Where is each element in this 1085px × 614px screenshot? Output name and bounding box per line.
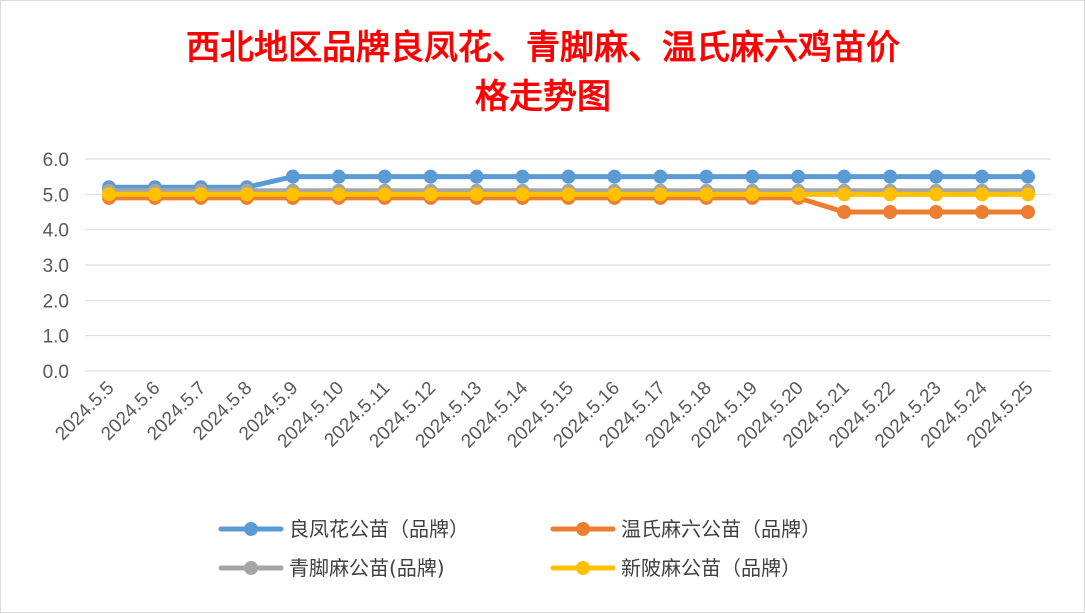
data-point — [929, 205, 944, 219]
data-point — [837, 187, 852, 202]
data-point — [285, 187, 300, 202]
data-point — [561, 169, 576, 184]
data-point — [607, 169, 622, 184]
data-point — [699, 169, 714, 184]
legend-swatch-marker — [244, 561, 258, 575]
data-point — [102, 187, 116, 202]
data-point — [745, 187, 760, 202]
data-point — [147, 187, 162, 202]
data-point — [469, 169, 484, 184]
legend-swatch-marker — [244, 522, 258, 536]
data-point — [975, 187, 990, 202]
data-point — [791, 169, 806, 184]
data-point — [653, 187, 668, 202]
y-tick-label: 4.0 — [43, 221, 69, 242]
legend-label: 温氏麻六公苗（品牌） — [621, 517, 821, 541]
chart-title-line-2: 格走势图 — [475, 77, 611, 117]
data-point — [975, 205, 990, 219]
data-point — [331, 187, 346, 202]
legend-label: 青脚麻公苗(品牌) — [289, 556, 445, 580]
data-point — [607, 187, 622, 202]
chart-title-line-1: 西北地区品牌良凤花、青脚麻、温氏麻六鸡苗价 — [186, 28, 900, 68]
data-point — [745, 169, 760, 184]
x-axis-ticks: 2024.5.52024.5.62024.5.72024.5.82024.5.9… — [51, 377, 1037, 452]
y-tick-label: 6.0 — [43, 150, 69, 171]
data-point — [469, 187, 484, 202]
series-lines — [102, 169, 1035, 219]
legend-label: 良凤花公苗（品牌） — [289, 517, 469, 541]
data-point — [929, 187, 944, 202]
legend-label: 新陂麻公苗（品牌） — [621, 556, 801, 580]
data-point — [423, 169, 438, 184]
y-axis-ticks: 0.0 1.0 2.0 3.0 4.0 5.0 6.0 — [43, 150, 69, 383]
data-point — [791, 187, 806, 202]
data-point — [837, 205, 852, 219]
legend-item: 温氏麻六公苗（品牌） — [550, 517, 821, 541]
y-tick-label: 0.0 — [43, 362, 69, 383]
data-point — [883, 187, 898, 202]
data-point — [837, 169, 852, 184]
series-group — [102, 187, 1035, 202]
y-tick-label: 3.0 — [43, 256, 69, 277]
legend-swatch-marker — [576, 522, 590, 536]
data-point — [423, 187, 438, 202]
data-point — [883, 205, 898, 219]
data-point — [1021, 205, 1035, 219]
data-point — [975, 169, 990, 184]
legend: 良凤花公苗（品牌） 温氏麻六公苗（品牌） 青脚麻公苗(品牌) 新陂麻公苗（品牌） — [218, 517, 821, 580]
legend-item: 新陂麻公苗（品牌） — [550, 556, 801, 580]
data-point — [1021, 187, 1035, 202]
data-point — [331, 169, 346, 184]
data-point — [929, 169, 944, 184]
y-tick-label: 1.0 — [43, 327, 69, 348]
data-point — [883, 169, 898, 184]
legend-item: 青脚麻公苗(品牌) — [218, 556, 445, 580]
data-point — [515, 169, 530, 184]
data-point — [699, 187, 714, 202]
y-tick-label: 2.0 — [43, 291, 69, 312]
data-point — [193, 187, 208, 202]
data-point — [239, 187, 254, 202]
data-point — [377, 169, 392, 184]
legend-item: 良凤花公苗（品牌） — [218, 517, 469, 541]
legend-swatch-marker — [576, 561, 590, 575]
data-point — [515, 187, 530, 202]
data-point — [285, 169, 300, 184]
data-point — [653, 169, 668, 184]
data-point — [1021, 169, 1035, 184]
y-tick-label: 5.0 — [43, 185, 69, 206]
data-point — [561, 187, 576, 202]
data-point — [377, 187, 392, 202]
